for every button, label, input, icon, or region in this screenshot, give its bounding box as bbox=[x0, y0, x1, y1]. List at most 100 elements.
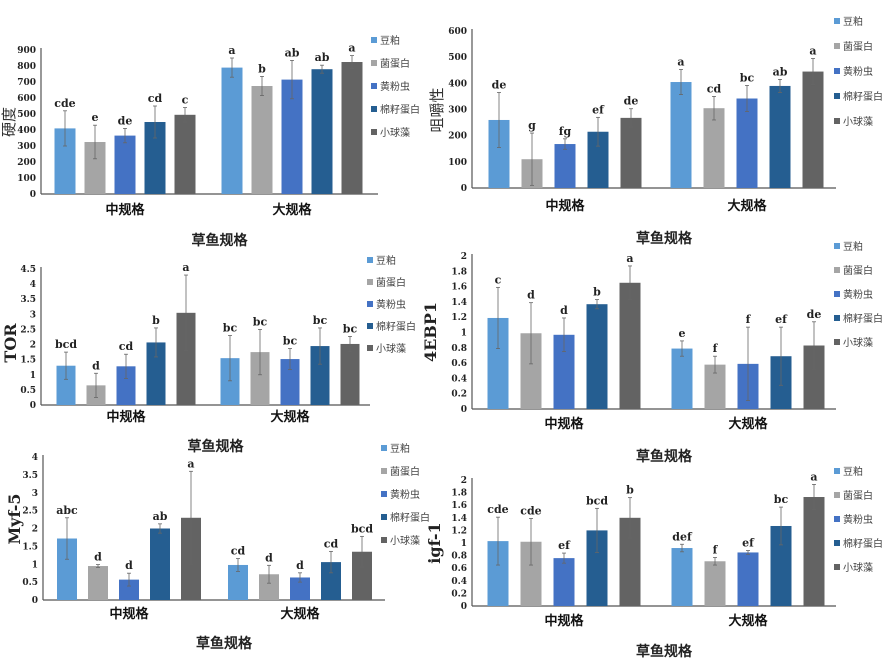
bar bbox=[56, 365, 76, 405]
legend-swatch bbox=[834, 315, 840, 321]
y-tick-label: 1 bbox=[32, 560, 38, 570]
bar bbox=[341, 62, 363, 194]
x-category-label: 大规格 bbox=[728, 613, 768, 629]
bar bbox=[553, 334, 575, 409]
bar bbox=[321, 562, 341, 600]
significance-label: a bbox=[187, 457, 194, 470]
y-tick-label: 2 bbox=[32, 525, 38, 535]
significance-label: d bbox=[296, 559, 304, 572]
y-tick-label: 0.4 bbox=[451, 577, 467, 587]
legend-swatch bbox=[834, 93, 840, 99]
significance-label: d bbox=[265, 551, 273, 564]
significance-label: bc bbox=[774, 493, 789, 506]
legend-label: 小球藻 bbox=[390, 534, 420, 547]
y-tick-label: 1.8 bbox=[451, 267, 467, 277]
significance-label: ef bbox=[558, 539, 571, 552]
significance-label: bcd bbox=[351, 522, 373, 535]
y-tick-label: 1 bbox=[30, 371, 36, 381]
y-tick-label: 400 bbox=[448, 79, 467, 89]
significance-label: de bbox=[492, 78, 507, 91]
significance-label: e bbox=[679, 327, 686, 340]
y-tick-label: 600 bbox=[448, 27, 467, 37]
legend-swatch bbox=[371, 60, 377, 66]
x-axis-title: 草鱼规格 bbox=[636, 230, 693, 247]
x-category-label: 中规格 bbox=[109, 606, 149, 622]
y-tick-label: 4 bbox=[30, 280, 36, 290]
bar bbox=[290, 577, 310, 600]
significance-label: a bbox=[810, 470, 817, 483]
y-tick-label: 0.2 bbox=[451, 589, 467, 599]
bar bbox=[620, 117, 642, 188]
legend-label: 棉籽蛋白 bbox=[843, 312, 883, 325]
significance-label: ab bbox=[285, 46, 300, 59]
y-axis-title: 4EBP1 bbox=[421, 302, 440, 362]
legend-swatch bbox=[834, 492, 840, 498]
bar bbox=[228, 564, 248, 600]
bar bbox=[553, 558, 575, 606]
significance-label: bc bbox=[740, 71, 755, 84]
legend-label: 豆粕 bbox=[843, 240, 863, 253]
legend-swatch bbox=[381, 491, 387, 497]
legend-label: 豆粕 bbox=[843, 465, 863, 478]
significance-label: fg bbox=[559, 125, 572, 138]
legend-label: 菌蛋白 bbox=[390, 465, 420, 478]
x-category-label: 大规格 bbox=[272, 202, 312, 218]
legend-swatch bbox=[834, 468, 840, 474]
legend-label: 豆粕 bbox=[843, 15, 863, 28]
legend-label: 棉籽蛋白 bbox=[376, 320, 416, 333]
y-tick-label: 0.8 bbox=[451, 552, 467, 562]
significance-label: bcd bbox=[55, 338, 77, 351]
y-axis-title: igf-1 bbox=[425, 522, 444, 563]
y-tick-label: 0.5 bbox=[22, 578, 38, 588]
significance-label: c bbox=[495, 273, 502, 286]
legend-label: 棉籽蛋白 bbox=[390, 511, 430, 524]
y-tick-label: 600 bbox=[17, 94, 36, 104]
bar bbox=[259, 574, 279, 600]
y-tick-label: 200 bbox=[17, 158, 36, 168]
significance-label: bc bbox=[283, 334, 298, 347]
y-tick-label: 1.2 bbox=[451, 313, 467, 323]
y-tick-label: 3.5 bbox=[20, 295, 36, 305]
legend-label: 棉籽蛋白 bbox=[843, 90, 883, 103]
legend-label: 豆粕 bbox=[380, 34, 400, 47]
significance-label: cd bbox=[119, 340, 134, 353]
significance-label: cd bbox=[231, 545, 246, 558]
bar bbox=[220, 358, 240, 405]
bar bbox=[310, 346, 330, 405]
y-tick-label: 800 bbox=[17, 62, 36, 72]
significance-label: cd bbox=[148, 92, 163, 105]
y-tick-label: 0.6 bbox=[451, 564, 467, 574]
y-axis-title: 硬度 bbox=[0, 107, 18, 137]
bar bbox=[250, 352, 270, 405]
y-tick-label: 1.6 bbox=[451, 501, 467, 511]
significance-label: b bbox=[258, 62, 266, 75]
y-tick-label: 4 bbox=[32, 453, 38, 463]
x-category-label: 中规格 bbox=[105, 202, 145, 218]
y-tick-label: 1.5 bbox=[20, 356, 36, 366]
bar bbox=[770, 525, 792, 606]
x-axis-title: 草鱼规格 bbox=[636, 643, 693, 660]
legend-label: 黄粉虫 bbox=[390, 488, 420, 501]
bar bbox=[174, 114, 196, 194]
y-axis-title: Myf-5 bbox=[5, 493, 24, 544]
legend-swatch bbox=[834, 243, 840, 249]
x-category-label: 中规格 bbox=[544, 613, 584, 629]
significance-label: b bbox=[626, 484, 634, 497]
bar bbox=[520, 333, 542, 409]
y-tick-label: 1.6 bbox=[451, 283, 467, 293]
legend-swatch bbox=[834, 118, 840, 124]
bar bbox=[114, 135, 136, 194]
legend-swatch bbox=[834, 291, 840, 297]
significance-label: ef bbox=[592, 103, 605, 116]
y-tick-label: 0 bbox=[461, 602, 467, 612]
significance-label: cd bbox=[707, 82, 722, 95]
bar bbox=[619, 517, 641, 606]
significance-label: a bbox=[677, 55, 684, 68]
significance-label: de bbox=[807, 308, 822, 321]
significance-label: d bbox=[527, 289, 535, 302]
significance-label: a bbox=[809, 44, 816, 57]
significance-label: f bbox=[746, 313, 752, 326]
bar bbox=[340, 343, 360, 405]
bar bbox=[703, 108, 725, 188]
